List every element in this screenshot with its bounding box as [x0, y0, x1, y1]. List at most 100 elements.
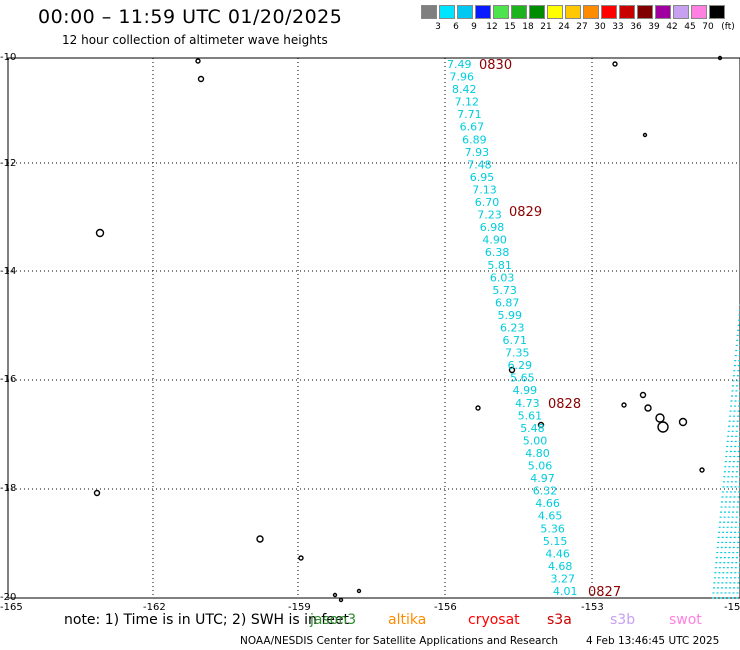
satellite-name: s3b: [610, 612, 636, 628]
wave-height-value: 7.93: [465, 146, 490, 159]
wave-height-value: 7.49: [447, 58, 472, 71]
pass-time-label: 0830: [479, 58, 512, 73]
wave-height-value: 6.67: [460, 121, 485, 134]
legend-unit: (ft): [721, 22, 735, 32]
longitude-label: -153: [581, 602, 604, 613]
latitude-label: -18: [0, 483, 16, 494]
legend-swatch: [673, 5, 689, 19]
island-outline: [644, 404, 652, 412]
pass-time-labels: 0830 0829 0828 0827: [479, 58, 621, 600]
generated-timestamp: 4 Feb 13:46:45 UTC 2025: [586, 635, 720, 647]
wave-height-value: 3.27: [550, 572, 575, 585]
wave-height-value: 6.23: [500, 322, 525, 335]
wave-height-value: 8.42: [452, 83, 477, 96]
satellite-name: s3a: [547, 612, 572, 628]
wave-height-value: 5.73: [492, 284, 517, 297]
wave-height-value: 7.13: [472, 183, 497, 196]
credit-text: NOAA/NESDIS Center for Satellite Applica…: [240, 635, 558, 647]
wave-height-value: 6.32: [533, 485, 558, 498]
latitude-label: -12: [0, 158, 16, 169]
page-subtitle: 12 hour collection of altimeter wave hei…: [62, 33, 328, 47]
wave-height-value: 6.38: [485, 246, 510, 259]
legend-label: 70: [702, 22, 714, 32]
page-title: 00:00 – 11:59 UTC 01/20/2025: [38, 6, 343, 28]
wave-height-value: 5.00: [523, 434, 548, 447]
legend-swatch: [493, 5, 509, 19]
wave-height-value: 6.95: [470, 171, 495, 184]
latitude-label: -14: [0, 266, 16, 277]
legend-swatch: [421, 5, 437, 19]
latitude-label: -20: [0, 592, 16, 603]
legend-label: 36: [630, 22, 642, 32]
legend-label: 33: [612, 22, 624, 32]
island-outline: [655, 413, 665, 423]
legend-label: 18: [522, 22, 534, 32]
wave-height-value: 7.12: [455, 96, 480, 109]
latitude-label: -16: [0, 374, 16, 385]
island-outline: [95, 228, 105, 238]
legend-label: 39: [648, 22, 660, 32]
wave-height-value: 7.35: [505, 347, 530, 360]
wave-height-value: 6.29: [508, 359, 532, 372]
legend-label: 21: [540, 22, 552, 32]
pass-time-label: 0828: [548, 397, 581, 412]
legend-label: 45: [684, 22, 696, 32]
island-outline: [356, 588, 362, 594]
map-grid: [7, 57, 740, 599]
legend-swatch: [691, 5, 707, 19]
wave-height-value: 7.71: [457, 108, 482, 121]
legend-swatch: [655, 5, 671, 19]
legend-label: 30: [594, 22, 606, 32]
wave-height-value: 5.36: [540, 522, 565, 535]
island-outline: [508, 366, 516, 374]
longitude-label: -162: [143, 602, 166, 613]
wave-height-value: 4.90: [482, 234, 507, 247]
wave-height-value: 7.48: [467, 158, 492, 171]
island-outline: [256, 535, 264, 543]
legend-swatch: [637, 5, 653, 19]
island-outline: [639, 391, 647, 399]
satellite-name: jason3: [310, 612, 357, 628]
wave-height-value: 6.87: [495, 296, 520, 309]
map-frame: [7, 57, 740, 599]
island-outline: [195, 58, 201, 64]
wave-height-value: 7.96: [450, 71, 475, 84]
axis-labels: -10 -12 -14 -16 -18 -20-165 -162 -159 -156 -153 -1…: [0, 52, 740, 613]
legend-swatch: [619, 5, 635, 19]
island-outline: [298, 555, 304, 561]
wave-height-labels: 7.497.968.427.127.716.676.897.937.486.95…: [447, 58, 578, 598]
legend-swatch: [547, 5, 563, 19]
legend-swatch: [601, 5, 617, 19]
wave-height-value: 6.71: [503, 334, 528, 347]
legend-label: 9: [471, 22, 477, 32]
wave-height-value: 6.89: [462, 133, 487, 146]
wave-height-value: 4.68: [548, 560, 573, 573]
wave-height-value: 4.80: [525, 447, 550, 460]
wave-height-value: 4.97: [530, 472, 555, 485]
wave-height-value: 4.65: [538, 510, 563, 523]
longitude-label: -15: [724, 602, 740, 613]
wave-height-value: 5.06: [528, 460, 553, 473]
satellite-name: cryosat: [468, 612, 520, 628]
satellite-name: altika: [388, 612, 427, 628]
wave-height-value: 4.46: [545, 547, 570, 560]
legend-swatch: [511, 5, 527, 19]
island-outline: [699, 467, 705, 473]
island-outline: [678, 417, 688, 427]
pass-time-label: 0827: [588, 585, 621, 600]
legend-label: 24: [558, 22, 570, 32]
legend-label: 42: [666, 22, 678, 32]
wave-height-value: 4.99: [513, 384, 538, 397]
pass-time-label: 0829: [509, 205, 542, 220]
island-outline: [717, 55, 723, 61]
wave-height-value: 6.03: [490, 271, 515, 284]
legend-swatch: [565, 5, 581, 19]
island-outline: [338, 597, 344, 603]
wave-height-value: 4.66: [535, 497, 560, 510]
island-outline: [475, 405, 481, 411]
legend-label: 15: [504, 22, 516, 32]
legend-swatch: [709, 5, 725, 19]
legend-label: 6: [453, 22, 459, 32]
wave-height-value: 6.70: [475, 196, 500, 209]
